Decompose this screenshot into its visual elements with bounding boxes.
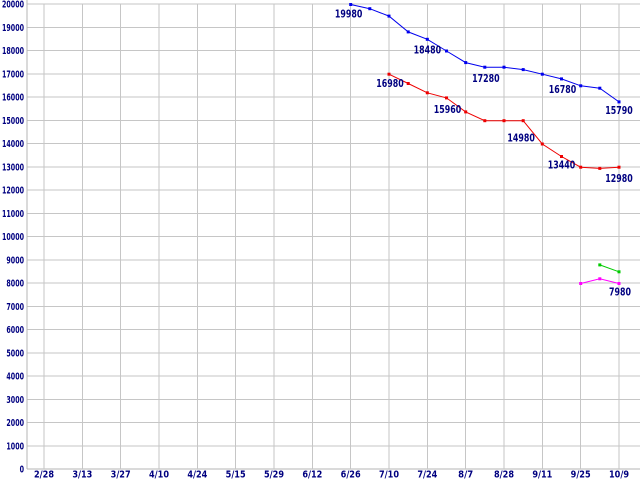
price-line-red-marker xyxy=(540,142,544,146)
y-axis-tick-label: 16000 xyxy=(2,93,24,104)
y-axis-tick-label: 5000 xyxy=(6,348,24,359)
price-line-magenta-marker xyxy=(579,282,583,285)
price-line-blue-marker xyxy=(521,68,525,72)
data-point-label: 15960 xyxy=(434,103,462,116)
price-line-blue-marker xyxy=(464,61,468,65)
x-axis-tick-label: 9/25 xyxy=(571,470,591,480)
data-point-label: 14980 xyxy=(507,132,535,145)
price-line-red-marker xyxy=(464,110,468,114)
y-axis-tick-label: 12000 xyxy=(2,186,24,197)
price-line-red-marker xyxy=(502,119,506,123)
price-line-blue-marker xyxy=(617,100,621,104)
data-point-label: 16780 xyxy=(549,83,577,96)
price-line-blue-marker xyxy=(579,84,583,88)
price-line-red-marker xyxy=(445,96,448,100)
price-line-blue-marker xyxy=(598,86,602,90)
x-axis-tick-label: 7/10 xyxy=(379,470,399,480)
price-line-red-marker xyxy=(425,91,429,95)
x-axis-tick-label: 6/26 xyxy=(341,470,361,480)
price-line-red-marker xyxy=(560,155,563,158)
y-axis-tick-label: 18000 xyxy=(2,46,24,57)
data-point-label: 15790 xyxy=(605,104,633,117)
x-axis-tick-label: 8/7 xyxy=(458,470,473,480)
price-line-blue-marker xyxy=(483,65,487,69)
y-axis-tick-label: 14000 xyxy=(2,139,24,150)
price-line-red-marker xyxy=(617,165,621,169)
y-axis-tick-label: 0 xyxy=(20,465,24,476)
price-line-red-marker xyxy=(521,119,525,123)
y-axis-tick-label: 4000 xyxy=(6,372,24,383)
x-axis-tick-label: 3/13 xyxy=(72,470,92,480)
y-axis-tick-label: 10000 xyxy=(2,232,24,243)
price-line-blue-marker xyxy=(406,30,410,34)
x-axis-tick-label: 10/9 xyxy=(609,470,629,480)
data-point-label: 12980 xyxy=(605,172,633,185)
x-axis-tick-label: 5/15 xyxy=(226,470,246,480)
price-line-green-line xyxy=(599,264,620,273)
x-axis-tick-label: 4/24 xyxy=(187,470,207,480)
x-axis-tick-label: 6/12 xyxy=(302,470,322,480)
y-axis-tick-label: 3000 xyxy=(6,395,24,406)
price-line-blue-marker xyxy=(445,49,448,53)
data-point-label: 13440 xyxy=(548,159,576,172)
x-axis-tick-label: 8/28 xyxy=(494,470,514,480)
data-point-label: 19980 xyxy=(335,7,363,20)
x-axis-tick-label: 2/28 xyxy=(34,470,54,480)
data-point-label: 17280 xyxy=(472,72,500,85)
price-line-blue-marker xyxy=(540,72,544,76)
x-axis-tick-label: 5/29 xyxy=(264,470,284,480)
y-axis-tick-label: 11000 xyxy=(2,209,24,220)
y-axis-tick-label: 7000 xyxy=(6,302,24,313)
y-axis-tick-label: 19000 xyxy=(2,23,24,34)
price-line-red-marker xyxy=(406,82,410,85)
x-axis-tick-label: 9/11 xyxy=(532,470,552,480)
price-line-magenta-marker xyxy=(617,282,621,285)
price-line-blue-marker xyxy=(387,14,391,18)
y-axis-tick-label: 17000 xyxy=(2,69,24,80)
y-axis-tick-label: 1000 xyxy=(6,441,24,452)
data-point-label: 7980 xyxy=(609,285,631,298)
x-axis-tick-label: 3/27 xyxy=(111,470,131,480)
x-axis-tick-label: 4/10 xyxy=(149,470,169,480)
price-line-blue-marker xyxy=(349,3,353,6)
price-line-red-marker xyxy=(387,72,391,76)
price-line-blue-marker xyxy=(425,37,429,41)
y-axis-tick-label: 2000 xyxy=(6,418,24,429)
y-axis-tick-label: 20000 xyxy=(2,0,24,11)
y-axis-tick-label: 6000 xyxy=(6,325,24,336)
data-point-label: 16980 xyxy=(376,77,404,90)
price-line-magenta-marker xyxy=(598,277,602,281)
price-line-green-marker xyxy=(598,263,602,267)
price-line-blue-marker xyxy=(502,65,506,69)
price-line-green-marker xyxy=(617,270,621,274)
price-line-red-marker xyxy=(483,119,487,123)
price-line-red-marker xyxy=(579,165,583,169)
x-axis-tick-label: 7/24 xyxy=(417,470,437,480)
data-point-label: 18480 xyxy=(414,43,442,56)
y-axis-tick-label: 9000 xyxy=(6,255,24,266)
price-line-blue-marker xyxy=(368,7,372,11)
y-axis-tick-label: 8000 xyxy=(6,279,24,290)
price-line-red-marker xyxy=(598,166,602,170)
y-axis-tick-label: 15000 xyxy=(2,116,24,127)
price-line-blue-marker xyxy=(560,77,563,81)
y-axis-tick-label: 13000 xyxy=(2,162,24,173)
